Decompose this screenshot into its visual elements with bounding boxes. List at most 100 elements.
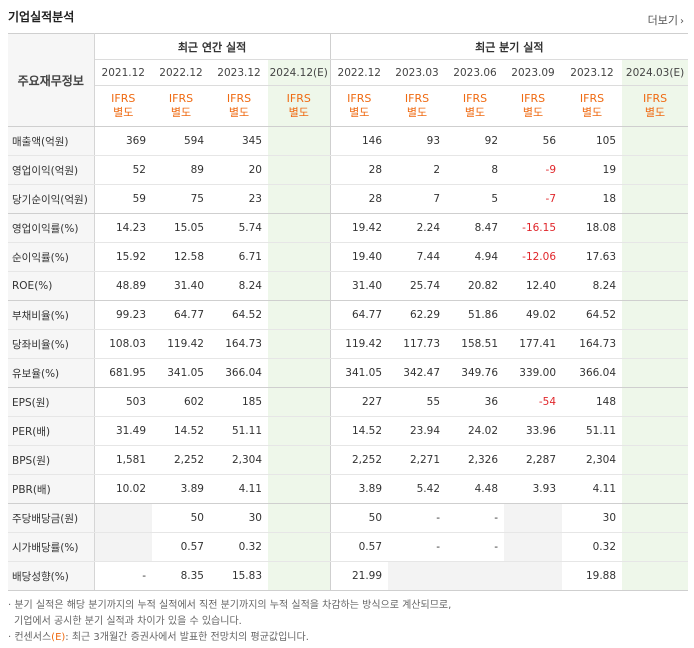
data-cell: 64.77 [152, 300, 210, 330]
data-cell [268, 155, 331, 185]
ifrs-basis: IFRS 별도 [446, 85, 505, 127]
data-cell: 25.74 [388, 271, 447, 301]
ifrs-label: IFRS [520, 92, 546, 105]
ifrs-label: IFRS [462, 92, 488, 105]
row-label: 배당성향(%) [8, 561, 95, 591]
more-label[interactable]: 더보기 [647, 14, 678, 27]
ifrs-basis: IFRS 별도 [94, 85, 152, 127]
data-cell: 7.44 [388, 242, 447, 272]
data-cell: 341.05 [329, 358, 389, 388]
data-cell: 366.04 [562, 358, 623, 388]
more-link[interactable]: 더보기 › [648, 12, 684, 28]
data-cell [622, 445, 689, 475]
row-label: EPS(원) [8, 387, 95, 417]
data-cell [94, 532, 152, 562]
ifrs-label: IFRS [168, 92, 194, 105]
data-cell: 48.89 [94, 271, 152, 301]
data-cell: 14.23 [94, 213, 152, 243]
table-row: EPS(원) 503 602 185 227 55 36 -54 148 [8, 387, 689, 417]
data-cell: 342.47 [388, 358, 447, 388]
row-label: 시가배당률(%) [8, 532, 95, 562]
data-cell: 19.40 [329, 242, 389, 272]
data-cell: 108.03 [94, 329, 152, 359]
table-row: BPS(원) 1,581 2,252 2,304 2,252 2,271 2,326 2,28… [8, 445, 689, 475]
data-cell: -7 [504, 184, 563, 214]
data-cell: 0.32 [562, 532, 623, 562]
data-cell: 2,252 [152, 445, 210, 475]
data-cell [622, 329, 689, 359]
data-cell: 2,326 [446, 445, 505, 475]
data-cell [268, 387, 331, 417]
footnote-quarterly-cont: 기업에서 공시한 분기 실적과 차이가 있을 수 있습니다. [14, 616, 242, 627]
separate-label: 별도 [349, 106, 370, 119]
table-row: PBR(배) 10.02 3.89 4.11 3.89 5.42 4.48 3.93 4.11 [8, 474, 689, 504]
table-row: 주당배당금(원) 50 30 50- -30 [8, 503, 689, 533]
data-cell: 341.05 [152, 358, 210, 388]
data-cell [622, 242, 689, 272]
data-cell [622, 213, 689, 243]
data-cell [622, 271, 689, 301]
quarter-group-header: 최근 분기 실적 [329, 33, 689, 60]
data-cell: 146 [329, 126, 389, 156]
data-cell: 366.04 [210, 358, 268, 388]
data-cell: 23 [210, 184, 268, 214]
data-cell: 164.73 [562, 329, 623, 359]
data-cell [504, 503, 563, 533]
ifrs-basis: IFRS 별도 [329, 85, 389, 127]
data-cell: -12.06 [504, 242, 563, 272]
data-cell [622, 387, 689, 417]
footnotes: · 분기 실적은 해당 분기까지의 누적 실적에서 직전 분기까지의 누적 실적… [8, 598, 451, 646]
ifrs-basis: IFRS 별도 [504, 85, 563, 127]
data-cell [268, 416, 331, 446]
corner-label: 주요재무정보 [8, 33, 95, 127]
row-label: PER(배) [8, 416, 95, 446]
estimate-marker: (E) [51, 632, 66, 643]
data-cell [388, 561, 447, 591]
row-label: 당기순이익(억원) [8, 184, 95, 214]
row-label: 부채비율(%) [8, 300, 95, 330]
data-cell: 31.49 [94, 416, 152, 446]
data-cell [268, 300, 331, 330]
data-cell: 119.42 [152, 329, 210, 359]
data-cell: 0.32 [210, 532, 268, 562]
data-cell: 50 [329, 503, 389, 533]
period-header: 2023.12 [210, 59, 268, 86]
data-cell [446, 561, 505, 591]
ifrs-label: IFRS [111, 92, 136, 105]
data-cell: 99.23 [94, 300, 152, 330]
data-cell: 36 [446, 387, 505, 417]
data-cell: 8.47 [446, 213, 505, 243]
data-cell: 55 [388, 387, 447, 417]
data-cell [268, 242, 331, 272]
data-cell [268, 184, 331, 214]
data-cell: 31.40 [152, 271, 210, 301]
data-cell: 2,252 [329, 445, 389, 475]
data-cell: 105 [562, 126, 623, 156]
period-header: 2021.12 [94, 59, 152, 86]
data-cell: 5.74 [210, 213, 268, 243]
data-cell: 369 [94, 126, 152, 156]
row-label: 당좌비율(%) [8, 329, 95, 359]
data-cell: 602 [152, 387, 210, 417]
data-cell: 52 [94, 155, 152, 185]
ifrs-basis: IFRS 별도 [562, 85, 623, 127]
row-label: 유보율(%) [8, 358, 95, 388]
data-cell: 5.42 [388, 474, 447, 504]
row-label: 순이익률(%) [8, 242, 95, 272]
data-cell: 51.86 [446, 300, 505, 330]
data-cell [268, 503, 331, 533]
footnote-quarterly: · 분기 실적은 해당 분기까지의 누적 실적에서 직전 분기까지의 누적 실적… [8, 600, 452, 611]
data-cell: 19.88 [562, 561, 623, 591]
data-cell [622, 561, 689, 591]
data-cell: 345 [210, 126, 268, 156]
ifrs-basis: IFRS 별도 [210, 85, 268, 127]
data-cell: 18.08 [562, 213, 623, 243]
data-cell: 10.02 [94, 474, 152, 504]
data-cell: 62.29 [388, 300, 447, 330]
data-cell: 158.51 [446, 329, 505, 359]
data-cell: 5 [446, 184, 505, 214]
data-cell: 51.11 [210, 416, 268, 446]
ifrs-basis: IFRS 별도 [268, 85, 331, 127]
data-cell: 23.94 [388, 416, 447, 446]
